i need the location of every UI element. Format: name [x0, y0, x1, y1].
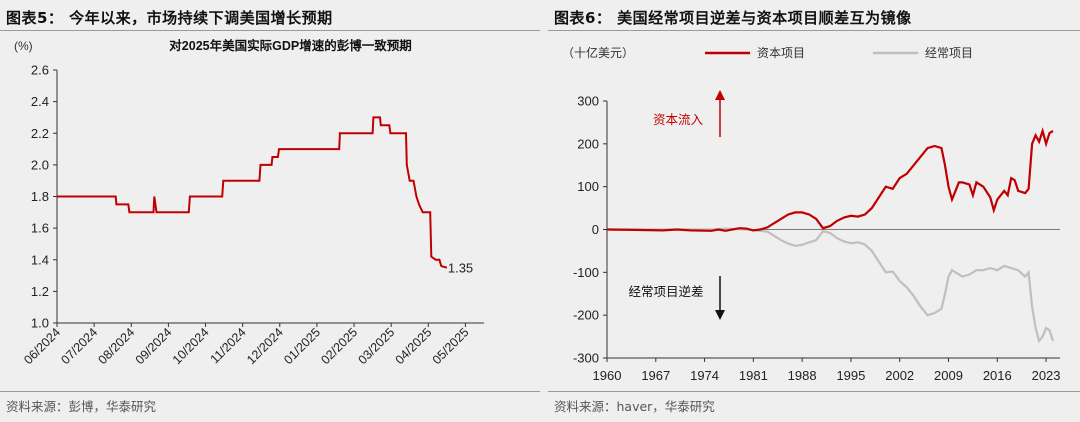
x-tick-label: 07/2024 — [58, 325, 100, 367]
x-tick-label: 08/2024 — [96, 325, 138, 367]
x-tick-label: 01/2025 — [281, 325, 323, 367]
x-tick-label: 1981 — [739, 368, 768, 383]
x-tick-label: 11/2024 — [208, 325, 249, 366]
x-tick-label: 06/2024 — [21, 325, 63, 367]
y-tick-label: 2.0 — [31, 157, 49, 172]
x-tick-label: 1967 — [641, 368, 670, 383]
y-unit-label: （十亿美元） — [562, 45, 634, 60]
y-tick-label: -300 — [573, 351, 599, 366]
y-tick-label: 200 — [577, 136, 599, 151]
x-tick-label: 02/2025 — [318, 325, 360, 367]
source-note: 资料来源：haver，华泰研究 — [554, 399, 715, 414]
x-tick-label: 2016 — [983, 368, 1012, 383]
y-tick-label: 2.2 — [31, 126, 49, 141]
current-deficit-label: 经常项目逆差 — [628, 284, 703, 299]
x-tick-label: 2023 — [1032, 368, 1061, 383]
capital-inflow-label: 资本流入 — [653, 113, 704, 127]
down-arrow-head — [715, 310, 725, 320]
y-tick-label: -200 — [573, 308, 599, 323]
x-tick-label: 1988 — [788, 368, 817, 383]
capital-current-account-chart: （十亿美元） 资本项目 经常项目 -300 -200 -100 0 100 200 300 1960… — [562, 45, 1061, 383]
x-tick-label: 1974 — [690, 368, 719, 383]
y-tick-label: 1.6 — [31, 221, 49, 236]
x-tick-label: 09/2024 — [133, 325, 175, 367]
gdp-forecast-chart: (%) 对2025年美国实际GDP增速的彭博一致预期 1.0 1.2 1.4 1.6 1.8… — [14, 38, 484, 367]
y-tick-label: 1.4 — [31, 252, 49, 267]
x-tick-label: 10/2024 — [170, 325, 212, 367]
panel-title: 图表6： 美国经常项目逆差与资本项目顺差互为镜像 — [554, 9, 912, 27]
y-unit-label: (%) — [14, 39, 33, 53]
x-tick-label: 05/2025 — [430, 325, 472, 367]
y-tick-label: 1.8 — [31, 189, 49, 204]
x-tick-label: 2009 — [934, 368, 963, 383]
y-tick-label: 0 — [592, 222, 599, 237]
right-panel: 图表6： 美国经常项目逆差与资本项目顺差互为镜像 （十亿美元） 资本项目 经常项目 -… — [548, 0, 1080, 422]
y-tick-label: 2.6 — [31, 63, 49, 78]
x-tick-label: 1995 — [836, 368, 865, 383]
left-panel: 图表5： 今年以来，市场持续下调美国增长预期 (%) 对2025年美国实际GDP增… — [0, 9, 540, 414]
source-note: 资料来源：彭博，华泰研究 — [6, 399, 157, 414]
x-tick-label: 04/2025 — [393, 325, 435, 367]
x-tick-label: 2002 — [885, 368, 914, 383]
panel-title: 图表5： 今年以来，市场持续下调美国增长预期 — [6, 9, 333, 27]
source-divider — [548, 391, 1080, 392]
x-tick-label: 1960 — [593, 368, 622, 383]
last-value-label: 1.35 — [448, 261, 473, 276]
y-tick-label: 1.2 — [31, 284, 49, 299]
x-tick-label: 12/2024 — [244, 325, 286, 367]
y-tick-label: -100 — [573, 265, 599, 280]
legend-label: 经常项目 — [925, 46, 973, 60]
capital-account-line — [606, 127, 1054, 232]
y-tick-label: 1.0 — [31, 316, 49, 331]
y-tick-label: 300 — [577, 94, 599, 109]
x-tick-label: 03/2025 — [355, 325, 397, 367]
y-tick-label: 2.4 — [31, 94, 49, 109]
up-arrow-head — [715, 90, 725, 100]
legend-label: 资本项目 — [757, 46, 805, 60]
forecast-series-line — [57, 116, 448, 269]
title-divider — [548, 30, 1080, 31]
title-divider — [0, 30, 540, 31]
y-tick-label: 100 — [577, 179, 599, 194]
source-divider — [0, 391, 540, 392]
current-account-line — [607, 227, 1055, 344]
chart-title: 对2025年美国实际GDP增速的彭博一致预期 — [169, 38, 411, 53]
